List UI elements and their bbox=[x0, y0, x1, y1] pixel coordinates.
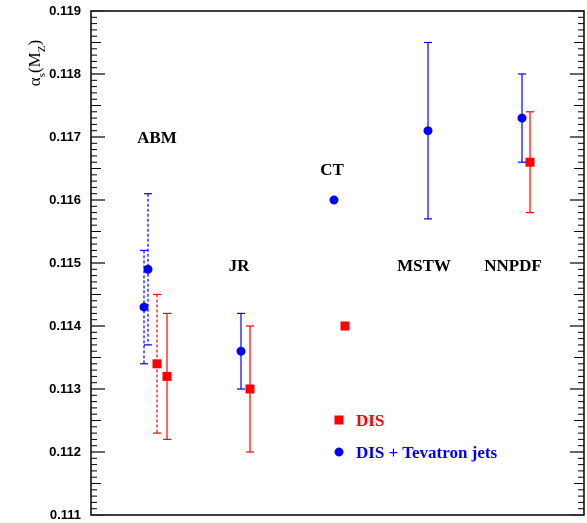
y-tick-label: 0.113 bbox=[49, 381, 81, 396]
y-tick-label: 0.111 bbox=[50, 507, 81, 522]
y-tick-label: 0.119 bbox=[49, 3, 81, 18]
y-tick-label: 0.117 bbox=[49, 129, 81, 144]
marker-square bbox=[152, 359, 162, 369]
legend-marker-square bbox=[334, 415, 344, 425]
legend-item-dis: DIS bbox=[334, 411, 384, 430]
marker-circle bbox=[236, 346, 246, 356]
marker-circle bbox=[329, 195, 339, 205]
data-point-dis-tevatron-abm bbox=[139, 249, 149, 365]
y-tick-label: 0.118 bbox=[49, 66, 81, 81]
data-point-dis-ct bbox=[340, 321, 350, 331]
marker-square bbox=[162, 371, 172, 381]
data-point-dis-nnpdf bbox=[525, 111, 535, 214]
group-label-ct: CT bbox=[320, 160, 344, 179]
y-axis: 0.111 0.112 0.113 0.114 0.115 0.116 0.117 0.118… bbox=[49, 3, 584, 522]
data-point-dis-jr bbox=[245, 325, 255, 453]
marker-circle bbox=[423, 126, 433, 136]
legend-label: DIS bbox=[356, 411, 384, 430]
data-point-dis-abm bbox=[152, 293, 162, 434]
y-tick-label: 0.114 bbox=[49, 318, 82, 333]
legend: DIS DIS + Tevatron jets bbox=[334, 411, 498, 462]
group-label-nnpdf: NNPDF bbox=[484, 256, 542, 275]
data-point-dis-tevatron-ct bbox=[329, 195, 339, 205]
marker-square bbox=[245, 384, 255, 394]
data-points bbox=[139, 41, 535, 453]
group-label-mstw: MSTW bbox=[397, 256, 451, 275]
data-point-dis-tevatron-nnpdf bbox=[517, 73, 527, 163]
legend-marker-circle bbox=[334, 447, 344, 457]
y-axis-label: αs(MZ) bbox=[25, 40, 48, 86]
data-point-dis-tevatron-jr bbox=[236, 312, 246, 390]
group-label-jr: JR bbox=[229, 256, 251, 275]
y-tick-label: 0.115 bbox=[49, 255, 81, 270]
group-labels: ABM JR CT MSTW NNPDF bbox=[137, 128, 542, 275]
marker-circle bbox=[517, 113, 527, 123]
data-point-dis-abm bbox=[162, 312, 172, 440]
data-point-dis-tevatron-mstw bbox=[423, 41, 433, 220]
y-tick-label: 0.112 bbox=[49, 444, 81, 459]
group-label-abm: ABM bbox=[137, 128, 177, 147]
marker-square bbox=[340, 321, 350, 331]
legend-label: DIS + Tevatron jets bbox=[356, 443, 498, 462]
marker-circle bbox=[139, 302, 149, 312]
legend-item-dis-tevatron: DIS + Tevatron jets bbox=[334, 443, 498, 462]
marker-circle bbox=[143, 264, 153, 274]
y-tick-label: 0.116 bbox=[49, 192, 81, 207]
data-point-dis-tevatron-abm bbox=[143, 193, 153, 346]
marker-square bbox=[525, 157, 535, 167]
